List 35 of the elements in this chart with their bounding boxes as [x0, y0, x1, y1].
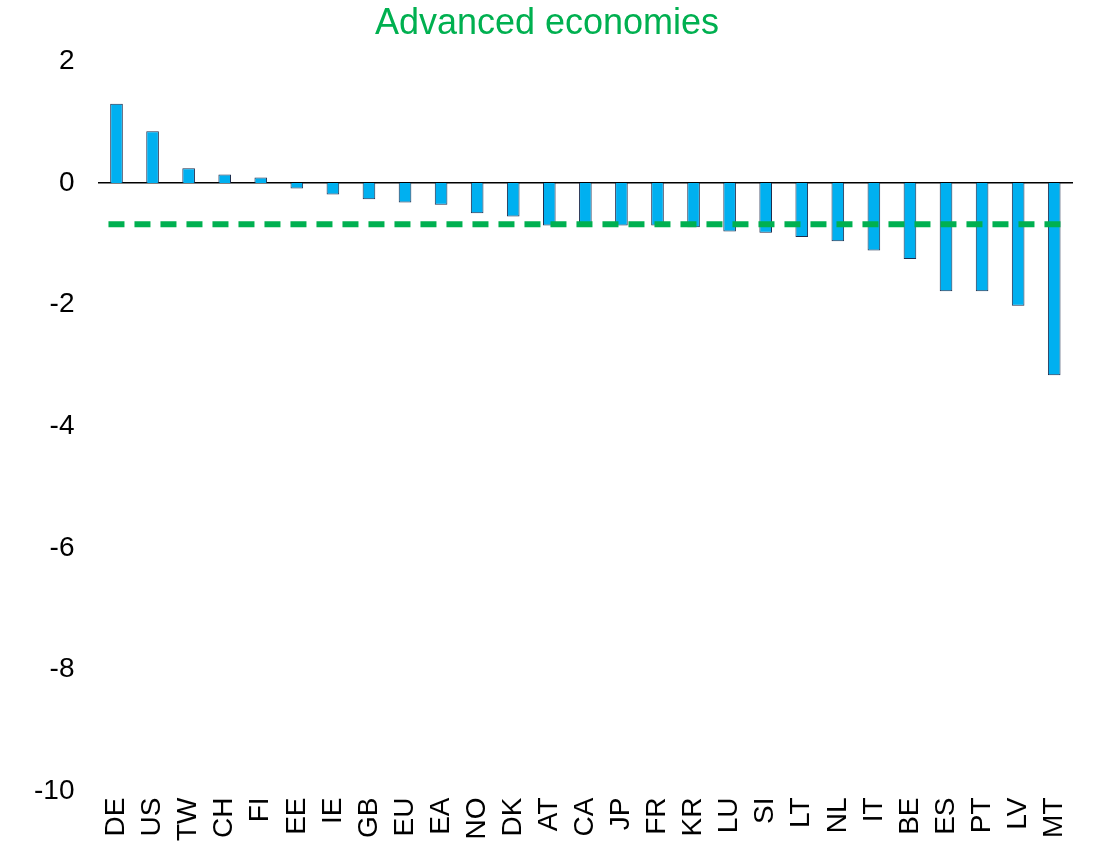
x-tick-label: NL	[820, 797, 852, 834]
y-tick-label: -2	[49, 287, 75, 319]
x-tick-label: ES	[928, 797, 960, 835]
y-tick-label: -6	[49, 530, 75, 562]
x-tick-label: LU	[712, 797, 744, 834]
x-tick-label: IE	[315, 797, 347, 824]
x-tick-label: FI	[243, 797, 275, 823]
x-tick-label: DK	[495, 797, 527, 837]
x-tick-label: FR	[640, 797, 672, 835]
y-tick-label: -8	[49, 652, 75, 684]
y-tick-label: 2	[58, 43, 75, 75]
x-tick-label: AT	[532, 797, 564, 832]
x-tick-label: CH	[207, 797, 239, 838]
y-tick-label: 0	[58, 165, 75, 197]
x-tick-label: KR	[676, 797, 708, 837]
x-tick-label: PT	[964, 797, 996, 834]
x-tick-label: CA	[568, 797, 600, 837]
chart-title: Advanced economies	[374, 0, 720, 42]
x-tick-label: US	[135, 797, 167, 837]
x-tick-label: EU	[387, 797, 419, 837]
x-tick-label: EA	[423, 797, 455, 835]
x-tick-label: IT	[856, 797, 888, 823]
x-tick-label: MT	[1036, 797, 1068, 838]
y-tick-label: -10	[34, 774, 75, 806]
x-tick-label: TW	[171, 796, 203, 841]
x-tick-label: JP	[604, 797, 636, 831]
y-tick-label: -4	[49, 409, 75, 441]
x-tick-label: LV	[1000, 797, 1032, 830]
x-tick-label: LT	[784, 797, 816, 829]
x-tick-label: BE	[892, 797, 924, 835]
x-tick-label: EE	[279, 797, 311, 835]
x-tick-label: NO	[459, 797, 491, 840]
x-tick-label: DE	[99, 797, 131, 837]
x-tick-label: GB	[351, 797, 383, 838]
x-tick-label: SI	[748, 797, 780, 824]
